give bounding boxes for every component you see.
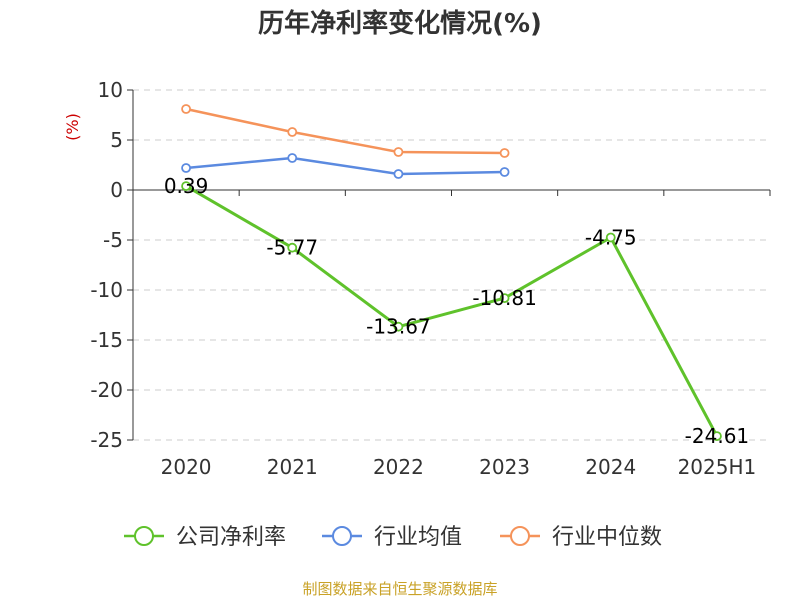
data-point [605,232,616,243]
legend-label: 行业中位数 [552,525,662,550]
legend: 公司净利率 行业均值 行业中位数 [124,525,662,550]
data-label: -5.77 [266,236,318,260]
data-label: 0.39 [164,174,209,198]
data-point [181,181,191,192]
legend-marker [332,526,352,546]
y-tick-label: -20 [90,378,123,402]
y-tick-label: -15 [90,328,123,352]
axes: 10 5 0 -5 -10 -15 -20 -25 2020 2021 2022 2023 2024 20… [90,78,771,479]
y-axis-unit: (%) [63,113,82,141]
legend-label: 行业均值 [374,525,462,550]
y-tick-label: -25 [90,428,123,452]
data-point [393,169,404,179]
data-point [181,163,191,173]
y-tick-label: 5 [110,128,123,152]
series-line [185,156,505,176]
y-tick-label: -5 [103,228,123,252]
data-point [181,104,191,114]
source-note: 制图数据来自恒生聚源数据库 [302,580,497,598]
data-label: -4.75 [585,226,637,250]
x-tick-label: 2020 [161,455,212,479]
chart-title: 历年净利率变化情况(%) [258,8,542,39]
data-point [287,153,298,163]
data-point [287,242,298,253]
legend-marker [134,526,154,546]
y-tick-label: 0 [110,178,123,202]
x-tick-label: 2023 [479,455,530,479]
legend-label: 公司净利率 [176,525,286,550]
x-tick-label: 2022 [373,455,424,479]
data-point [393,321,404,332]
legend-marker [510,526,530,546]
data-label: -10.81 [472,286,536,310]
data-point [287,127,298,137]
x-tick-label: 2024 [585,455,636,479]
data-labels: 0.39 -5.77 -13.67 -10.81 -4.75 -24.61 [164,174,749,448]
data-point [499,167,510,177]
x-tick-label: 2021 [267,455,318,479]
series-line [185,107,505,155]
grid-lines [133,89,770,441]
series-line [185,184,719,437]
data-point [499,148,510,158]
data-point [393,147,404,157]
data-point [712,431,722,442]
series-lines [181,104,722,442]
y-tick-label: -10 [90,278,123,302]
y-tick-label: 10 [98,78,123,102]
data-label: -13.67 [366,315,430,339]
data-point [499,293,510,304]
data-label: -24.61 [685,424,749,448]
x-tick-label: 2025H1 [678,455,757,479]
